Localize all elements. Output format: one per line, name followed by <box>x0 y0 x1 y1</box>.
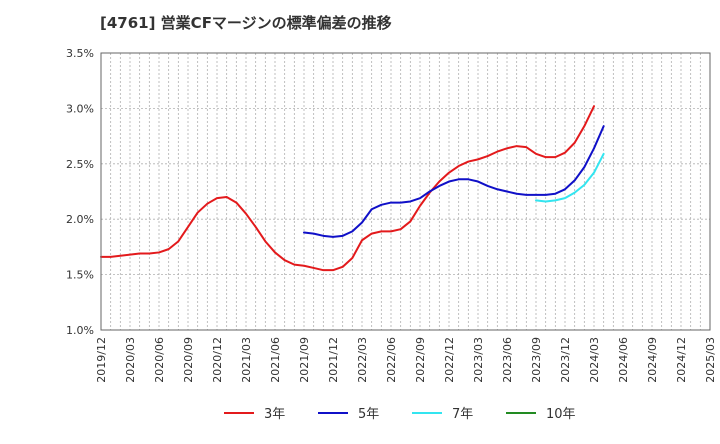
x-tick-label: 2022/03 <box>356 337 369 383</box>
x-tick-label: 2024/03 <box>588 337 601 383</box>
series-line-7年 <box>535 152 605 203</box>
x-tick-label: 2020/06 <box>153 337 166 383</box>
y-tick-label: 1.0% <box>66 324 94 337</box>
plot-area <box>101 53 710 330</box>
plot-background <box>101 53 710 330</box>
x-tick-label: 2021/09 <box>298 337 311 383</box>
series-line-3年 <box>100 105 595 272</box>
legend-label: 10年 <box>546 407 576 422</box>
x-tick-label: 2024/12 <box>675 337 688 383</box>
legend: 3年 5年 7年 10年 <box>224 407 576 422</box>
x-tick-label: 2025/03 <box>704 337 717 383</box>
x-tick-label: 2022/09 <box>414 337 427 383</box>
x-tick-label: 2023/06 <box>501 337 514 383</box>
axes: 1.0% 1.5% 2.0% 2.5% 3.0% 3.5% 2019/12 2020/03 20… <box>66 47 717 383</box>
x-tick-label: 2022/12 <box>443 337 456 383</box>
chart-title: [4761] 営業CFマージンの標準偏差の推移 <box>100 14 392 32</box>
x-tick-label: 2022/06 <box>385 337 398 383</box>
x-tick-label: 2020/03 <box>124 337 137 383</box>
legend-label: 3年 <box>264 407 285 422</box>
x-tick-label: 2019/12 <box>95 337 108 383</box>
y-tick-label: 3.5% <box>66 47 94 60</box>
legend-label: 5年 <box>358 407 379 422</box>
x-tick-label: 2023/12 <box>559 337 572 383</box>
legend-label: 7年 <box>452 407 473 422</box>
y-tick-label: 3.0% <box>66 102 94 115</box>
x-tick-label: 2024/09 <box>646 337 659 383</box>
x-tick-label: 2020/12 <box>211 337 224 383</box>
x-tick-label: 2021/12 <box>327 337 340 383</box>
y-tick-label: 1.5% <box>66 269 94 282</box>
series-lines <box>100 105 605 272</box>
x-tick-label: 2021/06 <box>269 337 282 383</box>
x-tick-label: 2021/03 <box>240 337 253 383</box>
x-tick-label: 2023/09 <box>530 337 543 383</box>
x-tick-label: 2024/06 <box>617 337 630 383</box>
series-line-5年 <box>303 125 605 238</box>
y-tick-label: 2.5% <box>66 158 94 171</box>
x-tick-label: 2023/03 <box>472 337 485 383</box>
x-tick-label: 2020/09 <box>182 337 195 383</box>
plot-border <box>100 52 711 331</box>
y-tick-label: 2.0% <box>66 213 94 226</box>
